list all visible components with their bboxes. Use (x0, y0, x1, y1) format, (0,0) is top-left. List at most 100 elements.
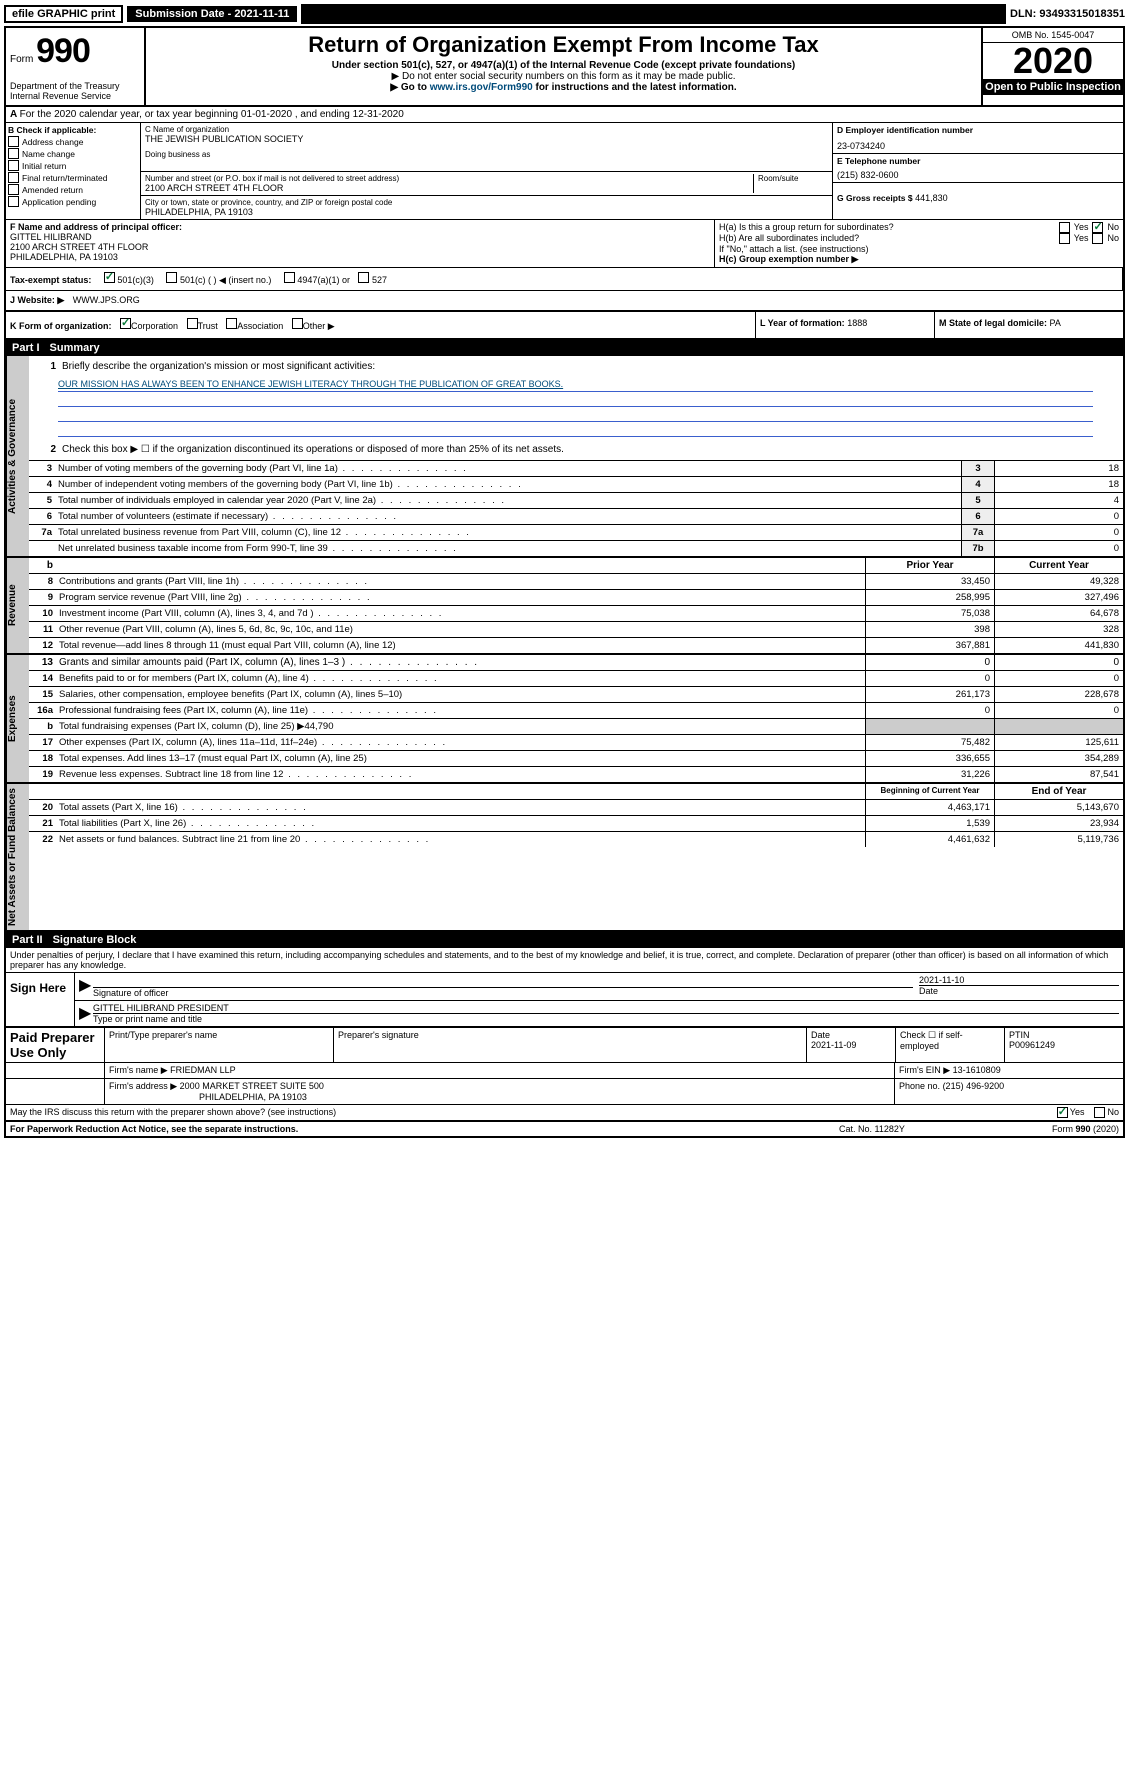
chk-other[interactable] (292, 318, 303, 329)
section-i: Tax-exempt status: 501(c)(3) 501(c) ( ) … (6, 268, 1123, 291)
l6-val: 0 (994, 509, 1123, 524)
title-cell: Return of Organization Exempt From Incom… (146, 28, 981, 105)
arrow-icon: ▶ (79, 975, 93, 998)
tax-exempt-status: Tax-exempt status: 501(c)(3) 501(c) ( ) … (6, 268, 1123, 290)
address-box: Number and street (or P.O. box if mail i… (141, 172, 832, 196)
form-header: Form 990 Department of the Treasury Inte… (6, 28, 1123, 107)
top-bar: efile GRAPHIC print Submission Date - 20… (4, 4, 1125, 24)
ein-box: D Employer identification number 23-0734… (833, 123, 1123, 154)
state-domicile: M State of legal domicile: PA (934, 312, 1123, 338)
side-net-assets: Net Assets or Fund Balances (6, 784, 29, 930)
form-990: 990 (36, 32, 90, 70)
note-goto: ▶ Go to www.irs.gov/Form990 for instruct… (152, 82, 975, 93)
section-j-website: J Website: ▶ WWW.JPS.ORG (6, 291, 1123, 312)
paid-preparer-section: Paid Preparer Use Only Print/Type prepar… (6, 1026, 1123, 1104)
paid-preparer-label: Paid Preparer Use Only (6, 1028, 105, 1062)
submission-date: Submission Date - 2021-11-11 (127, 6, 297, 22)
l7b-val: 0 (994, 541, 1123, 556)
firm-address: 2000 MARKET STREET SUITE 500 (180, 1081, 324, 1091)
chk-app-pending[interactable] (8, 196, 19, 207)
section-bcdeg: B Check if applicable: Address change Na… (6, 123, 1123, 220)
irs-link[interactable]: www.irs.gov/Form990 (430, 82, 533, 93)
chk-initial-return[interactable] (8, 160, 19, 171)
city-box: City or town, state or province, country… (141, 196, 832, 219)
firm-ein: 13-1610809 (953, 1065, 1001, 1075)
note-ssn: ▶ Do not enter social security numbers o… (152, 71, 975, 82)
org-name: THE JEWISH PUBLICATION SOCIETY (145, 134, 828, 144)
chk-ha-no[interactable] (1092, 222, 1103, 233)
chk-ha-yes[interactable] (1059, 222, 1070, 233)
officer-name: GITTEL HILIBRAND PRESIDENT (93, 1003, 1119, 1014)
side-revenue: Revenue (6, 558, 29, 653)
chk-discuss-yes[interactable] (1057, 1107, 1068, 1118)
chk-name-change[interactable] (8, 148, 19, 159)
chk-amended[interactable] (8, 184, 19, 195)
gross-receipts-box: G Gross receipts $ 441,830 (833, 183, 1123, 205)
section-fh: F Name and address of principal officer:… (6, 220, 1123, 268)
dept-treasury: Department of the Treasury Internal Reve… (10, 81, 140, 101)
mission-text: OUR MISSION HAS ALWAYS BEEN TO ENHANCE J… (58, 379, 563, 389)
preparer-phone: (215) 496-9200 (943, 1081, 1005, 1091)
spacer-bar (301, 4, 1006, 24)
col-b-checkboxes: B Check if applicable: Address change Na… (6, 123, 141, 219)
revenue-section: Revenue bPrior YearCurrent Year 8Contrib… (6, 556, 1123, 653)
section-klm: K Form of organization: Corporation Trus… (6, 312, 1123, 340)
form-title: Return of Organization Exempt From Incom… (152, 32, 975, 58)
dln-label: DLN: 93493315018351 (1010, 8, 1125, 20)
chk-hb-no[interactable] (1092, 233, 1103, 244)
form-word: Form (10, 54, 33, 65)
expenses-section: Expenses 13Grants and similar amounts pa… (6, 653, 1123, 782)
year-formation: L Year of formation: 1888 (755, 312, 934, 338)
l5-val: 4 (994, 493, 1123, 508)
efile-label: efile GRAPHIC print (4, 5, 123, 23)
side-governance: Activities & Governance (6, 356, 29, 556)
org-name-box: C Name of organization THE JEWISH PUBLIC… (141, 123, 832, 172)
sig-date: 2021-11-10 (919, 975, 1119, 986)
street-address: 2100 ARCH STREET 4TH FLOOR (145, 183, 753, 193)
l4-val: 18 (994, 477, 1123, 492)
sign-here-label: Sign Here (6, 973, 74, 1026)
chk-corp[interactable] (120, 318, 131, 329)
chk-501c3[interactable] (104, 272, 115, 283)
side-expenses: Expenses (6, 655, 29, 782)
form-of-org: K Form of organization: Corporation Trus… (6, 312, 755, 338)
chk-hb-yes[interactable] (1059, 233, 1070, 244)
firm-name: FRIEDMAN LLP (170, 1065, 236, 1075)
chk-527[interactable] (358, 272, 369, 283)
l7a-val: 0 (994, 525, 1123, 540)
discuss-row: May the IRS discuss this return with the… (6, 1104, 1123, 1120)
l3-val: 18 (994, 461, 1123, 476)
chk-501c[interactable] (166, 272, 177, 283)
col-right: D Employer identification number 23-0734… (832, 123, 1123, 219)
phone-value: (215) 832-0600 (837, 170, 1119, 180)
line2: Check this box ▶ ☐ if the organization d… (58, 442, 1119, 457)
principal-officer: F Name and address of principal officer:… (6, 220, 715, 267)
ein-value: 23-0734240 (837, 141, 1119, 151)
form-number-cell: Form 990 Department of the Treasury Inte… (6, 28, 146, 105)
perjury-statement: Under penalties of perjury, I declare th… (6, 948, 1123, 972)
form-ref: Form 990 (2020) (989, 1124, 1119, 1134)
summary-body: Activities & Governance 1 Briefly descri… (6, 356, 1123, 556)
chk-final-return[interactable] (8, 172, 19, 183)
chk-discuss-no[interactable] (1094, 1107, 1105, 1118)
row-a-period: A For the 2020 calendar year, or tax yea… (6, 107, 1123, 123)
ptin: P00961249 (1009, 1040, 1055, 1050)
line1-label: Briefly describe the organization's miss… (58, 359, 1119, 374)
year-cell: OMB No. 1545-0047 2020 Open to Public In… (981, 28, 1123, 105)
chk-address-change[interactable] (8, 136, 19, 147)
sign-here-section: Sign Here ▶ Signature of officer 2021-11… (6, 972, 1123, 1026)
footer-row: For Paperwork Reduction Act Notice, see … (6, 1120, 1123, 1136)
chk-assoc[interactable] (226, 318, 237, 329)
chk-trust[interactable] (187, 318, 198, 329)
open-public: Open to Public Inspection (983, 79, 1123, 95)
phone-box: E Telephone number (215) 832-0600 (833, 154, 1123, 183)
subtitle: Under section 501(c), 527, or 4947(a)(1)… (152, 60, 975, 71)
tax-year: 2020 (983, 43, 1123, 79)
group-return: H(a) Is this a group return for subordin… (715, 220, 1123, 267)
part-i-header: Part I Summary (6, 340, 1123, 356)
arrow-icon: ▶ (79, 1003, 93, 1024)
net-assets-section: Net Assets or Fund Balances Beginning of… (6, 782, 1123, 932)
chk-4947[interactable] (284, 272, 295, 283)
b-label: B Check if applicable: (8, 125, 138, 135)
form-container: Form 990 Department of the Treasury Inte… (4, 26, 1125, 1138)
